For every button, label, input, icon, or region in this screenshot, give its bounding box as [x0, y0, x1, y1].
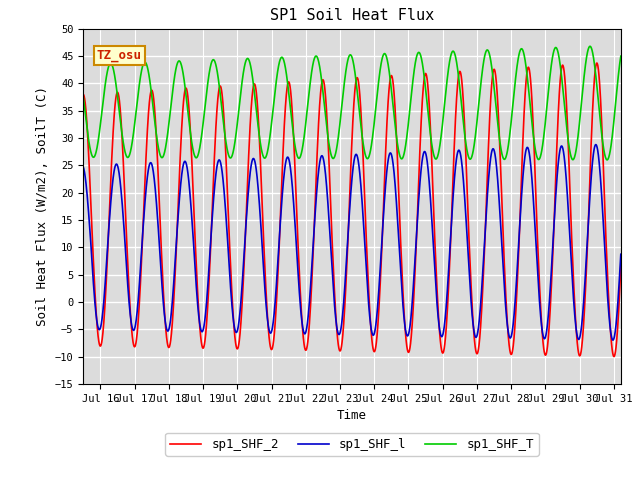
- sp1_SHF_l: [617, 252, 625, 257]
- sp1_SHF_T: [604, 157, 611, 163]
- sp1_SHF_2: [79, 92, 87, 97]
- sp1_SHF_l: [607, 327, 614, 333]
- sp1_SHF_2: [141, 189, 148, 194]
- Y-axis label: Soil Heat Flux (W/m2), SoilT (C): Soil Heat Flux (W/m2), SoilT (C): [36, 86, 49, 326]
- sp1_SHF_2: [309, 261, 317, 266]
- sp1_SHF_l: [173, 238, 180, 244]
- sp1_SHF_l: [609, 337, 617, 343]
- sp1_SHF_l: [141, 205, 148, 211]
- sp1_SHF_2: [607, 327, 614, 333]
- sp1_SHF_2: [173, 244, 180, 250]
- sp1_SHF_2: [610, 354, 618, 360]
- sp1_SHF_T: [79, 94, 87, 99]
- sp1_SHF_T: [548, 55, 556, 61]
- Text: TZ_osu: TZ_osu: [97, 49, 141, 62]
- Title: SP1 Soil Heat Flux: SP1 Soil Heat Flux: [270, 9, 434, 24]
- sp1_SHF_l: [285, 158, 293, 164]
- sp1_SHF_T: [309, 63, 317, 69]
- sp1_SHF_l: [79, 164, 87, 169]
- sp1_SHF_T: [586, 43, 594, 49]
- sp1_SHF_l: [592, 142, 600, 147]
- sp1_SHF_2: [285, 80, 293, 86]
- X-axis label: Time: Time: [337, 409, 367, 422]
- Legend: sp1_SHF_2, sp1_SHF_l, sp1_SHF_T: sp1_SHF_2, sp1_SHF_l, sp1_SHF_T: [165, 433, 539, 456]
- sp1_SHF_2: [548, 263, 556, 268]
- sp1_SHF_2: [617, 263, 625, 269]
- sp1_SHF_T: [173, 64, 180, 70]
- sp1_SHF_T: [285, 96, 293, 101]
- sp1_SHF_l: [548, 251, 556, 257]
- sp1_SHF_l: [309, 250, 317, 256]
- Line: sp1_SHF_T: sp1_SHF_T: [83, 46, 621, 160]
- sp1_SHF_2: [593, 60, 600, 66]
- sp1_SHF_T: [617, 53, 625, 59]
- Line: sp1_SHF_l: sp1_SHF_l: [83, 144, 621, 340]
- Line: sp1_SHF_2: sp1_SHF_2: [83, 63, 621, 357]
- sp1_SHF_T: [141, 60, 148, 65]
- sp1_SHF_T: [607, 146, 614, 152]
